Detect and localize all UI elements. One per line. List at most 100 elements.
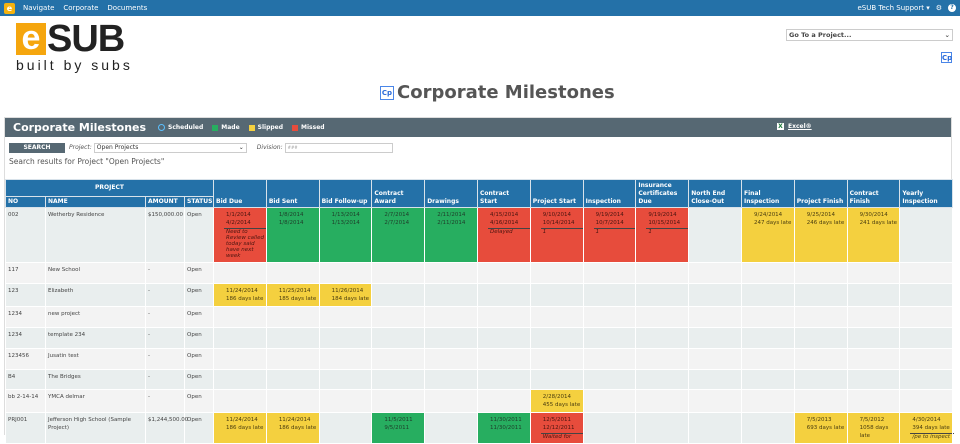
column-header-status[interactable]: STATUS xyxy=(183,196,215,208)
search-button[interactable]: SEARCH xyxy=(9,142,65,153)
milestone-cell[interactable]: 9/10/2014 10/14/2014 1 xyxy=(529,207,585,263)
milestone-cell[interactable] xyxy=(582,262,637,284)
milestone-cell[interactable] xyxy=(424,369,478,390)
milestone-cell[interactable]: 9/19/2014 10/15/2014 1 xyxy=(635,207,691,263)
milestone-cell[interactable]: 1/1/2014 4/2/2014 Need to Review called to… xyxy=(213,207,269,263)
milestone-cell[interactable]: 4/30/2014 394 days late/pe to inspect xyxy=(899,412,955,444)
milestone-cell[interactable] xyxy=(213,389,267,413)
milestone-cell[interactable] xyxy=(477,306,531,328)
table-row[interactable]: 123 Elizabeth - Open 11/24/2014 186 days late… xyxy=(5,283,954,307)
milestone-cell[interactable] xyxy=(529,369,584,390)
table-row[interactable]: bb 2-14-14 YMCA delmar - Open 2/28/2014 455 d… xyxy=(5,389,954,413)
milestone-cell[interactable] xyxy=(318,369,373,390)
excel-export-link[interactable]: X Excel® xyxy=(777,123,812,130)
table-row[interactable]: B4 The Bridges - Open xyxy=(5,369,954,390)
nav-navigate[interactable]: Navigate xyxy=(23,4,55,12)
milestone-cell[interactable]: 11/24/2014 186 days late xyxy=(265,412,320,444)
milestone-cell[interactable]: 11/30/2011 11/30/2011 xyxy=(477,412,531,444)
nav-documents[interactable]: Documents xyxy=(107,4,148,12)
milestone-cell[interactable] xyxy=(318,327,373,349)
milestone-cell[interactable] xyxy=(529,327,584,349)
milestone-cell[interactable] xyxy=(265,369,320,390)
milestone-cell[interactable] xyxy=(899,327,954,349)
milestone-cell[interactable]: 2/28/2014 455 days late xyxy=(529,389,584,413)
milestone-cell[interactable] xyxy=(846,327,901,349)
milestone-cell[interactable] xyxy=(688,327,742,349)
milestone-cell[interactable]: 9/30/2014 241 days late xyxy=(846,207,901,263)
milestone-cell[interactable] xyxy=(477,389,531,413)
milestone-cell[interactable] xyxy=(846,306,901,328)
milestone-cell[interactable] xyxy=(899,283,954,307)
milestone-cell[interactable] xyxy=(477,348,531,370)
milestone-cell[interactable] xyxy=(740,283,795,307)
milestone-cell[interactable]: 4/15/2014 4/16/2014 Delayed xyxy=(477,207,532,263)
milestone-cell[interactable] xyxy=(424,306,478,328)
milestone-cell[interactable] xyxy=(635,389,690,413)
milestone-cell[interactable] xyxy=(371,306,426,328)
milestone-cell[interactable] xyxy=(265,327,320,349)
cp-icon[interactable]: Cp xyxy=(941,52,953,63)
milestone-cell[interactable]: 11/5/2011 9/5/2011 xyxy=(371,412,426,444)
milestone-cell[interactable] xyxy=(265,389,320,413)
milestone-cell[interactable]: 7/5/2012 1058 days late xyxy=(846,412,901,444)
milestone-cell[interactable]: 9/25/2014 246 days late xyxy=(793,207,848,263)
milestone-cell[interactable] xyxy=(582,306,637,328)
milestone-cell[interactable] xyxy=(477,283,531,307)
milestone-cell[interactable] xyxy=(793,369,848,390)
milestone-cell[interactable] xyxy=(582,369,637,390)
milestone-cell[interactable] xyxy=(318,262,373,284)
milestone-cell[interactable] xyxy=(477,369,531,390)
milestone-cell[interactable] xyxy=(371,283,426,307)
milestone-cell[interactable] xyxy=(371,348,426,370)
milestone-cell[interactable] xyxy=(318,306,373,328)
milestone-cell[interactable] xyxy=(740,369,795,390)
milestone-cell[interactable] xyxy=(793,389,848,413)
gear-icon[interactable]: ⚙ xyxy=(935,4,942,12)
project-select[interactable]: Open Projects ⌄ xyxy=(93,142,247,153)
milestone-cell[interactable] xyxy=(635,412,690,444)
help-icon[interactable]: ? xyxy=(948,4,956,12)
milestone-cell[interactable] xyxy=(213,348,267,370)
nav-corporate[interactable]: Corporate xyxy=(63,4,99,12)
milestone-cell[interactable] xyxy=(846,262,901,284)
milestone-cell[interactable] xyxy=(213,369,267,390)
milestone-cell[interactable]: 7/5/2013 693 days late xyxy=(793,412,848,444)
milestone-cell[interactable] xyxy=(318,412,373,444)
column-header-name[interactable]: NAME xyxy=(45,196,146,208)
milestone-cell[interactable] xyxy=(582,412,637,444)
milestone-cell[interactable] xyxy=(318,348,373,370)
milestone-cell[interactable] xyxy=(899,207,954,263)
milestone-cell[interactable] xyxy=(688,412,742,444)
milestone-cell[interactable] xyxy=(213,262,267,284)
milestone-cell[interactable] xyxy=(688,207,742,263)
user-menu[interactable]: eSUB Tech Support ▾ xyxy=(857,4,929,12)
table-row[interactable]: 002 Wetherby Residence $150,000.00 Open 1/1/… xyxy=(5,207,954,263)
milestone-cell[interactable]: 9/24/2014 247 days late xyxy=(740,207,795,263)
milestone-cell[interactable]: 2/7/2014 2/7/2014 xyxy=(371,207,426,263)
app-logo-icon[interactable]: e xyxy=(4,2,15,14)
milestone-cell[interactable] xyxy=(477,327,531,349)
table-row[interactable]: 1234 template 234- Open xyxy=(5,327,954,349)
milestone-cell[interactable] xyxy=(529,348,584,370)
milestone-cell[interactable] xyxy=(688,306,742,328)
go-to-project-select[interactable]: Go To a Project... ⌄ xyxy=(786,29,953,41)
milestone-cell[interactable] xyxy=(424,262,478,284)
table-row[interactable]: 123456 Jusatin test - Open xyxy=(5,348,954,370)
milestone-cell[interactable]: 12/5/2011 12/12/2011 Waited for xyxy=(529,412,585,444)
table-row[interactable]: 117 New School - Open xyxy=(5,262,954,284)
milestone-cell[interactable] xyxy=(424,348,478,370)
milestone-cell[interactable]: 11/25/2014 185 days late xyxy=(265,283,320,307)
milestone-cell[interactable] xyxy=(740,348,795,370)
milestone-cell[interactable] xyxy=(846,348,901,370)
milestone-cell[interactable] xyxy=(740,306,795,328)
milestone-cell[interactable] xyxy=(899,389,954,413)
milestone-cell[interactable] xyxy=(846,283,901,307)
milestone-cell[interactable] xyxy=(265,306,320,328)
milestone-cell[interactable] xyxy=(424,389,478,413)
milestone-cell[interactable] xyxy=(477,262,531,284)
milestone-cell[interactable] xyxy=(688,262,742,284)
milestone-cell[interactable] xyxy=(582,348,637,370)
milestone-cell[interactable]: 2/11/2014 2/11/2014 xyxy=(424,207,478,263)
milestone-cell[interactable] xyxy=(265,262,320,284)
milestone-cell[interactable] xyxy=(793,327,848,349)
